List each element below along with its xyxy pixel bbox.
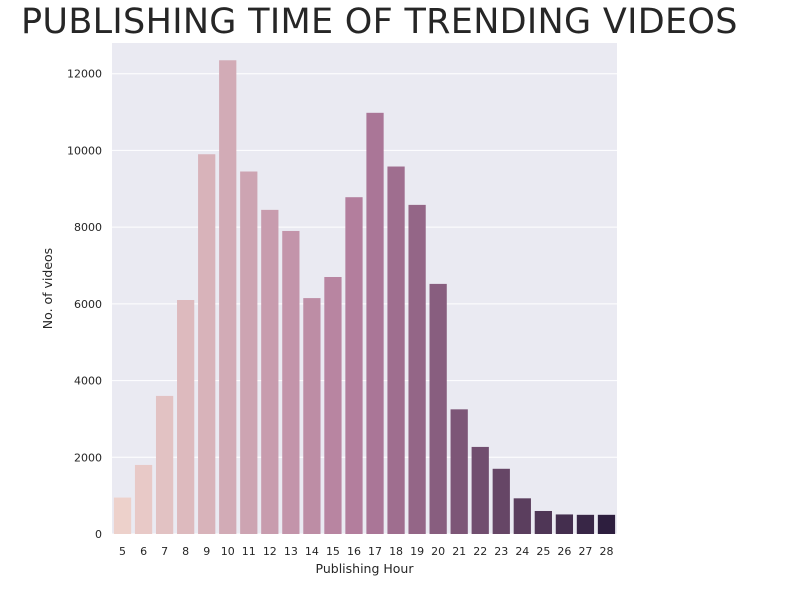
x-tick-label: 18	[389, 545, 403, 558]
y-tick-label: 10000	[67, 144, 102, 157]
x-tick-label: 17	[368, 545, 382, 558]
x-tick-label: 11	[242, 545, 256, 558]
x-tick-label: 24	[515, 545, 529, 558]
x-tick-label: 26	[557, 545, 571, 558]
bar-hour-28	[597, 514, 616, 534]
x-tick-label: 15	[326, 545, 340, 558]
x-tick-label: 6	[140, 545, 147, 558]
bar-hour-25	[534, 510, 552, 534]
bar-hour-14	[303, 298, 321, 534]
bar-hour-20	[429, 283, 447, 534]
y-tick-label: 4000	[74, 375, 102, 388]
bar-hour-22	[471, 446, 489, 534]
x-tick-label: 27	[578, 545, 592, 558]
bar-hour-12	[261, 209, 279, 534]
x-tick-label: 9	[203, 545, 210, 558]
bar-hour-6	[134, 464, 153, 534]
bar-hour-18	[387, 166, 405, 534]
bar-hour-19	[408, 204, 426, 534]
y-tick-label: 12000	[67, 68, 102, 81]
x-axis-label: Publishing Hour	[316, 561, 415, 576]
y-tick-label: 8000	[74, 221, 102, 234]
x-tick-label: 19	[410, 545, 424, 558]
x-tick-label: 12	[263, 545, 277, 558]
bar-hour-9	[198, 154, 216, 534]
x-tick-label: 13	[284, 545, 298, 558]
bar-hour-11	[240, 171, 258, 534]
y-axis-ticks: 0 2000 4000 6000 8000 10000 12000	[67, 68, 102, 541]
bar-hour-13	[282, 230, 300, 534]
x-tick-label: 22	[473, 545, 487, 558]
y-tick-label: 2000	[74, 451, 102, 464]
bar-hour-7	[155, 395, 174, 534]
x-tick-label: 14	[305, 545, 319, 558]
y-axis-label: No. of videos	[40, 248, 55, 329]
plot-background	[112, 43, 617, 534]
x-tick-label: 28	[599, 545, 613, 558]
bar-hour-5	[113, 497, 132, 534]
bar-hour-24	[513, 498, 531, 534]
x-tick-label: 16	[347, 545, 361, 558]
chart-title: PUBLISHING TIME OF TRENDING VIDEOS	[21, 2, 738, 42]
bar-hour-21	[450, 409, 468, 534]
x-tick-label: 20	[431, 545, 445, 558]
x-tick-label: 5	[119, 545, 126, 558]
bar-hour-17	[366, 112, 384, 535]
bars	[113, 60, 616, 535]
x-tick-label: 23	[494, 545, 508, 558]
bar-hour-8	[177, 300, 195, 534]
x-tick-label: 10	[221, 545, 235, 558]
y-tick-label: 0	[95, 528, 102, 541]
x-axis-ticks: 5 6 7 8 9 10 11 12 13 14 15 16 17 18 19 20 21 22 23 24 25 26 2…	[119, 545, 613, 558]
bar-hour-10	[219, 60, 237, 534]
y-tick-label: 6000	[74, 298, 102, 311]
x-tick-label: 8	[182, 545, 189, 558]
bar-hour-16	[345, 197, 363, 534]
bar-hour-26	[555, 514, 574, 534]
bar-hour-15	[324, 276, 342, 534]
gridlines	[112, 73, 617, 535]
bar-hour-27	[576, 514, 595, 534]
x-tick-label: 7	[161, 545, 168, 558]
x-tick-label: 25	[536, 545, 550, 558]
x-tick-label: 21	[452, 545, 466, 558]
bar-hour-23	[492, 468, 510, 534]
